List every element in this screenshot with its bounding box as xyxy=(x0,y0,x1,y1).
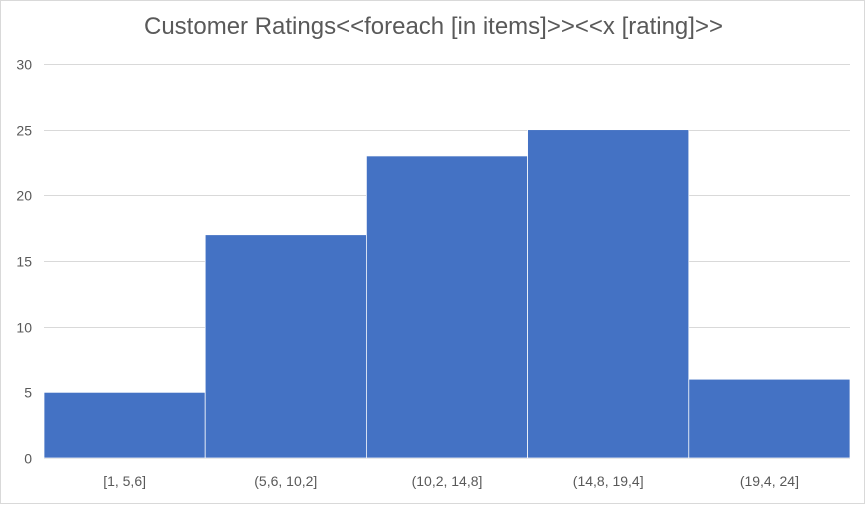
y-tick-label: 5 xyxy=(24,385,32,401)
bars xyxy=(43,129,851,459)
x-tick-label: (10,2, 14,8] xyxy=(412,473,483,489)
axes: 0 5 10 15 20 25 30 [1, 5,6] (5,6, 10,2] (10,2, 14… xyxy=(16,57,799,490)
y-tick-label: 10 xyxy=(16,320,32,336)
bar-4 xyxy=(688,378,851,459)
x-tick-label: (5,6, 10,2] xyxy=(254,473,317,489)
y-tick-label: 30 xyxy=(16,57,32,73)
bar-3 xyxy=(527,129,690,459)
x-tick-label: (19,4, 24] xyxy=(740,473,799,489)
x-tick-label: [1, 5,6] xyxy=(103,473,146,489)
y-tick-label: 20 xyxy=(16,188,32,204)
bar-2 xyxy=(366,155,528,459)
bar-0 xyxy=(43,391,206,459)
bar-1 xyxy=(204,234,367,459)
y-tick-label: 25 xyxy=(16,123,32,139)
chart-title: Customer Ratings<<foreach [in items]>><<… xyxy=(144,13,723,40)
y-tick-label: 15 xyxy=(16,254,32,270)
y-tick-label: 0 xyxy=(24,451,32,467)
x-tick-label: (14,8, 19,4] xyxy=(573,473,644,489)
